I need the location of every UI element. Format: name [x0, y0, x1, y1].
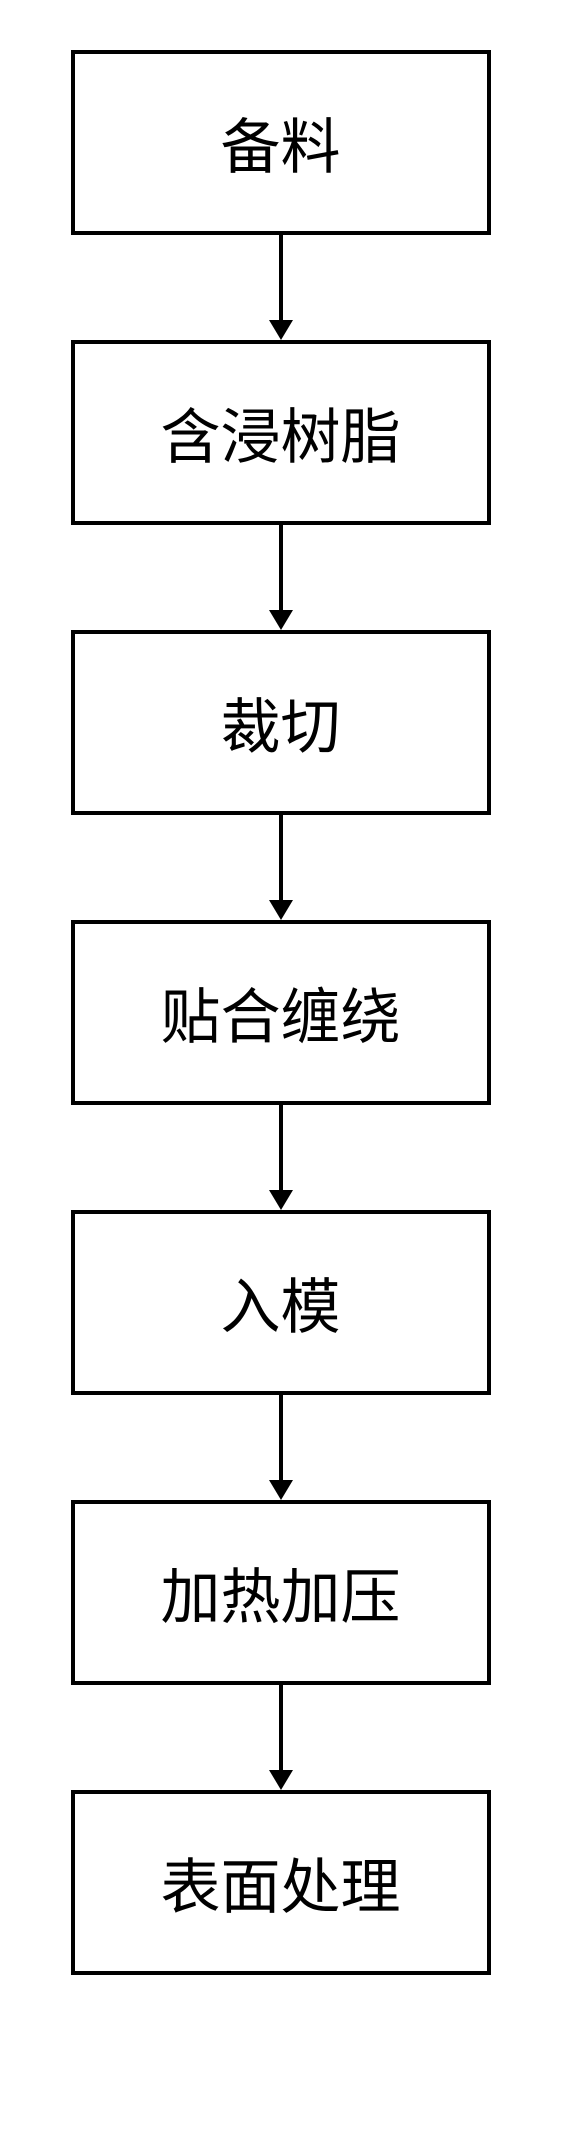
flowchart-arrow — [269, 235, 293, 340]
arrow-line — [279, 1685, 283, 1770]
node-label: 备料 — [221, 99, 341, 186]
node-label: 贴合缠绕 — [161, 969, 401, 1056]
flowchart-node: 裁切 — [71, 630, 491, 815]
flowchart-arrow — [269, 1685, 293, 1790]
flowchart-node: 含浸树脂 — [71, 340, 491, 525]
node-label: 表面处理 — [161, 1839, 401, 1926]
arrow-line — [279, 235, 283, 320]
arrow-line — [279, 525, 283, 610]
arrow-head-icon — [269, 610, 293, 630]
flowchart-node: 贴合缠绕 — [71, 920, 491, 1105]
arrow-line — [279, 815, 283, 900]
arrow-head-icon — [269, 1770, 293, 1790]
node-label: 裁切 — [221, 679, 341, 766]
arrow-line — [279, 1105, 283, 1190]
flowchart-node: 备料 — [71, 50, 491, 235]
arrow-line — [279, 1395, 283, 1480]
arrow-head-icon — [269, 1480, 293, 1500]
arrow-head-icon — [269, 320, 293, 340]
node-label: 加热加压 — [161, 1549, 401, 1636]
flowchart-arrow — [269, 525, 293, 630]
flowchart-container: 备料 含浸树脂 裁切 贴合缠绕 入模 加热加压 表面处理 — [0, 0, 561, 1975]
arrow-head-icon — [269, 900, 293, 920]
node-label: 入模 — [221, 1259, 341, 1346]
flowchart-node: 表面处理 — [71, 1790, 491, 1975]
arrow-head-icon — [269, 1190, 293, 1210]
flowchart-arrow — [269, 815, 293, 920]
flowchart-node: 加热加压 — [71, 1500, 491, 1685]
flowchart-node: 入模 — [71, 1210, 491, 1395]
flowchart-arrow — [269, 1395, 293, 1500]
flowchart-arrow — [269, 1105, 293, 1210]
node-label: 含浸树脂 — [161, 389, 401, 476]
